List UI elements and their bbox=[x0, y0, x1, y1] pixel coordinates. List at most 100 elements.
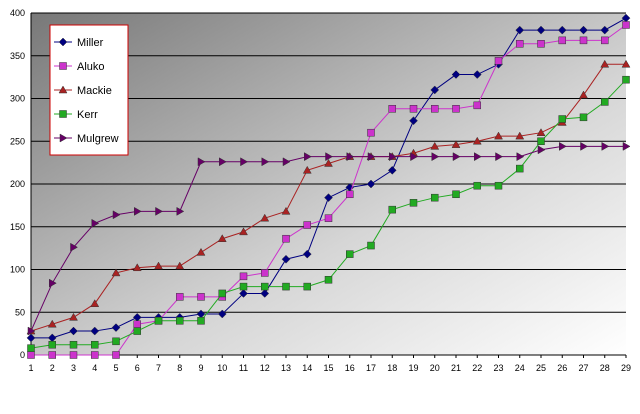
data-point bbox=[26, 333, 36, 343]
x-tick-label: 27 bbox=[578, 363, 588, 373]
legend-marker bbox=[59, 133, 68, 143]
data-point bbox=[452, 190, 460, 199]
data-point bbox=[451, 70, 461, 79]
x-tick-label: 16 bbox=[345, 363, 355, 373]
data-point bbox=[90, 299, 100, 307]
x-tick-label: 1 bbox=[28, 363, 33, 373]
x-tick-label: 12 bbox=[260, 363, 270, 373]
data-point bbox=[346, 190, 354, 199]
x-tick-label: 3 bbox=[71, 363, 76, 373]
data-point bbox=[70, 242, 79, 252]
data-point bbox=[537, 40, 545, 48]
data-point bbox=[367, 152, 376, 162]
data-point bbox=[324, 276, 333, 284]
data-point bbox=[91, 351, 99, 359]
data-point bbox=[302, 249, 312, 259]
data-point bbox=[409, 105, 418, 113]
x-tick-label: 4 bbox=[92, 363, 97, 373]
data-point bbox=[176, 206, 185, 216]
x-tick-label: 5 bbox=[113, 363, 118, 373]
legend-marker bbox=[59, 110, 67, 118]
x-tick-label: 9 bbox=[198, 363, 203, 373]
x-tick-label: 14 bbox=[302, 363, 312, 373]
y-tick-label: 50 bbox=[15, 307, 25, 317]
data-point bbox=[176, 293, 184, 301]
data-point bbox=[196, 247, 206, 256]
data-point bbox=[536, 25, 546, 35]
x-tick-label: 24 bbox=[515, 363, 525, 373]
data-point bbox=[409, 116, 418, 126]
data-point bbox=[197, 317, 205, 325]
data-point bbox=[558, 36, 566, 45]
x-tick-label: 26 bbox=[557, 363, 567, 373]
data-point bbox=[473, 101, 481, 110]
data-point bbox=[451, 140, 461, 148]
x-tick-label: 15 bbox=[323, 363, 333, 373]
data-point bbox=[389, 152, 397, 162]
data-point bbox=[537, 137, 545, 145]
data-point bbox=[516, 152, 525, 162]
data-point bbox=[239, 289, 248, 298]
data-point bbox=[154, 317, 163, 325]
y-tick-label: 200 bbox=[10, 179, 25, 189]
data-point bbox=[48, 351, 56, 359]
data-point bbox=[387, 165, 397, 175]
x-tick-label: 7 bbox=[156, 363, 161, 373]
data-point bbox=[431, 105, 439, 113]
data-point bbox=[27, 351, 35, 359]
x-tick-label: 22 bbox=[472, 363, 482, 373]
legend-item-mackie: Mackie bbox=[54, 85, 112, 97]
data-point bbox=[494, 181, 503, 190]
legend-item-aluko: Aluko bbox=[54, 61, 105, 73]
data-point bbox=[112, 351, 120, 359]
data-point bbox=[601, 98, 609, 106]
legend: Miller Aluko Mackie Kerr Mulgrew bbox=[49, 24, 129, 156]
data-point bbox=[217, 309, 227, 319]
legend-item-kerr: Kerr bbox=[54, 109, 98, 121]
data-point bbox=[155, 206, 164, 216]
data-point bbox=[134, 206, 142, 216]
data-point bbox=[69, 340, 78, 349]
data-point bbox=[197, 293, 205, 301]
data-point bbox=[473, 181, 481, 190]
data-point bbox=[452, 105, 460, 113]
data-point bbox=[537, 145, 546, 155]
y-tick-label: 400 bbox=[10, 8, 25, 18]
series-kerr bbox=[27, 75, 630, 352]
data-point bbox=[111, 323, 121, 332]
data-point bbox=[324, 214, 333, 222]
data-point bbox=[579, 25, 588, 35]
data-point bbox=[622, 21, 630, 29]
y-tick-label: 250 bbox=[10, 136, 25, 146]
x-tick-label: 25 bbox=[536, 363, 546, 373]
data-point bbox=[472, 70, 482, 79]
legend-marker bbox=[59, 62, 67, 70]
data-point bbox=[261, 282, 269, 291]
data-point bbox=[69, 351, 78, 359]
x-tick-label: 17 bbox=[366, 363, 376, 373]
data-point bbox=[579, 90, 588, 99]
data-point bbox=[218, 289, 226, 298]
data-point bbox=[219, 157, 227, 167]
data-point bbox=[515, 131, 525, 140]
x-tick-label: 6 bbox=[135, 363, 140, 373]
data-point bbox=[282, 282, 290, 291]
data-point bbox=[133, 320, 141, 328]
x-tick-label: 11 bbox=[239, 363, 248, 373]
y-tick-label: 0 bbox=[20, 350, 25, 360]
data-point bbox=[261, 269, 269, 277]
data-point bbox=[281, 254, 291, 264]
data-point bbox=[430, 85, 440, 95]
series-miller bbox=[26, 13, 631, 343]
data-point bbox=[176, 317, 184, 325]
data-point bbox=[325, 152, 334, 162]
legend-label: Miller bbox=[77, 37, 104, 49]
data-point bbox=[133, 327, 141, 335]
data-point bbox=[47, 319, 57, 328]
data-point bbox=[49, 278, 57, 288]
data-point bbox=[27, 326, 36, 336]
data-point bbox=[69, 312, 78, 321]
data-point bbox=[175, 261, 185, 270]
